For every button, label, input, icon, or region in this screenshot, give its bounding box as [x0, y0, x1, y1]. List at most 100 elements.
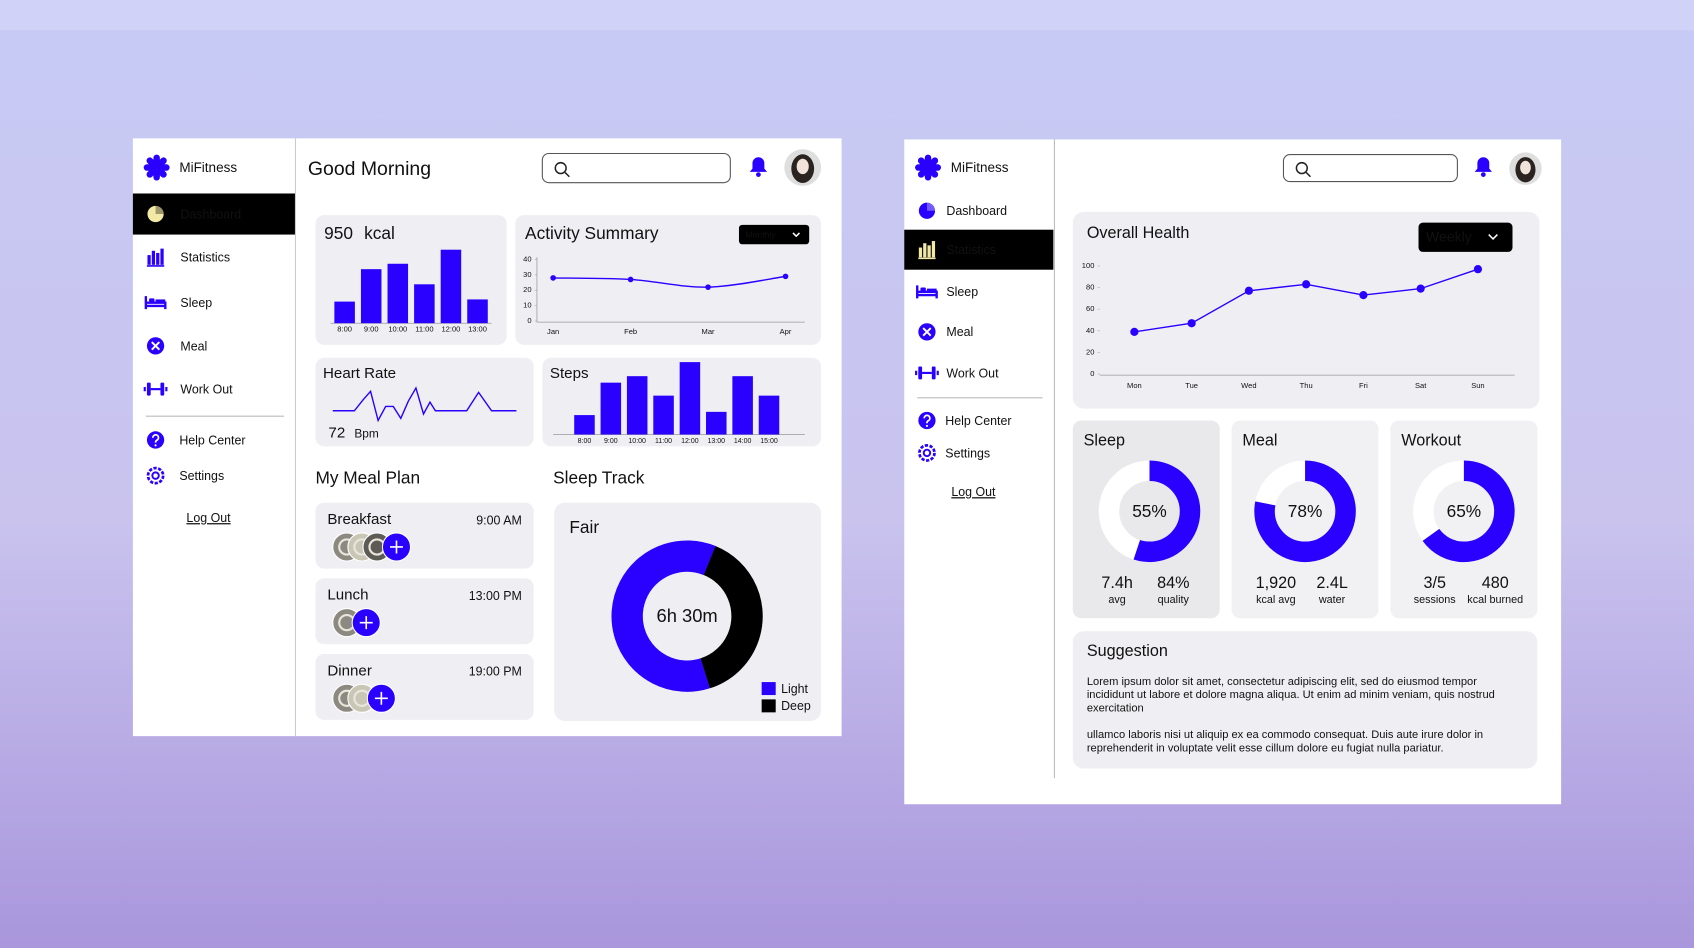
- section-title: My Meal Plan: [315, 467, 420, 487]
- bell-icon[interactable]: [1474, 157, 1492, 172]
- x-tick-label: Sat: [1415, 381, 1427, 390]
- data-point: [1187, 319, 1196, 328]
- icon-part: [146, 431, 165, 449]
- x-tick-label: 10:00: [388, 325, 407, 334]
- card-title: Workout: [1401, 431, 1461, 449]
- card-title: Steps: [550, 365, 589, 382]
- data-point: [1130, 327, 1139, 336]
- search-icon: [1305, 171, 1312, 178]
- card-title: Heart Rate: [323, 365, 396, 382]
- nav-icon: [918, 411, 936, 430]
- nav-icon: [916, 285, 938, 299]
- x-tick-label: 8:00: [578, 438, 592, 445]
- x-tick-label: Fri: [1359, 381, 1368, 390]
- logout[interactable]: Log Out: [951, 485, 996, 499]
- support-item[interactable]: Settings: [945, 446, 990, 460]
- legend-label: Deep: [781, 699, 811, 713]
- icon-part: [920, 287, 926, 292]
- meal-time: 19:00 PM: [469, 665, 522, 679]
- data-point: [1473, 265, 1483, 274]
- bar: [653, 395, 674, 435]
- dropdown-label[interactable]: Monthly: [745, 229, 776, 239]
- icon-part: [918, 247, 923, 258]
- x-tick-label: Mon: [1127, 381, 1142, 390]
- nav-item[interactable]: Work Out: [180, 383, 233, 397]
- card-title: Sleep: [1084, 431, 1125, 449]
- stat-label: avg: [1108, 594, 1125, 606]
- icon-part: [160, 382, 165, 396]
- nav-icon: [143, 382, 168, 396]
- y-tick-label: 40: [523, 254, 531, 263]
- bar: [626, 376, 648, 435]
- calorie-value: 950: [324, 223, 353, 243]
- bar: [387, 263, 409, 324]
- logout[interactable]: Log Out: [186, 511, 231, 525]
- data-point: [1416, 284, 1425, 293]
- nav-icon: [915, 366, 939, 380]
- nav-item[interactable]: Statistics: [180, 251, 230, 265]
- card-title: Meal: [1242, 431, 1277, 449]
- support-item[interactable]: Help Center: [945, 414, 1011, 428]
- icon-part: [151, 250, 156, 265]
- x-tick-label: 8:00: [337, 325, 352, 334]
- icon-part: [923, 243, 927, 258]
- x-tick-label: Apr: [780, 327, 792, 336]
- bell-icon[interactable]: [749, 157, 768, 172]
- meal-name: Lunch: [327, 587, 368, 604]
- ring-percent: 78%: [1288, 501, 1323, 521]
- support-item[interactable]: Settings: [179, 469, 224, 483]
- dropdown-label[interactable]: Weekly: [1426, 229, 1472, 245]
- icon-part: [923, 414, 931, 424]
- y-tick-label: 60: [1086, 304, 1094, 313]
- meal-time: 9:00 AM: [476, 513, 522, 527]
- chevron: [792, 232, 800, 238]
- nav-icon: [146, 248, 165, 267]
- icon-part: [922, 327, 932, 337]
- y-tick-label: 80: [1086, 283, 1094, 292]
- bar: [440, 249, 462, 324]
- nav-item[interactable]: Work Out: [946, 366, 999, 380]
- nav-item[interactable]: Statistics: [946, 243, 996, 257]
- data-point: [550, 275, 556, 281]
- icon-part: [925, 424, 929, 427]
- plus-icon: [390, 540, 403, 554]
- icon-part: [918, 202, 936, 219]
- nav-icon: [147, 205, 164, 223]
- ring-segment: [611, 540, 763, 692]
- search-box[interactable]: [541, 152, 731, 184]
- nav-item[interactable]: Dashboard: [180, 207, 241, 221]
- card-title: Suggestion: [1087, 642, 1168, 660]
- nav-item[interactable]: Sleep: [180, 296, 212, 310]
- card: [554, 502, 822, 721]
- stat-label: kcal burned: [1467, 594, 1523, 606]
- nav-icon: [146, 337, 165, 355]
- nav-item[interactable]: Dashboard: [946, 204, 1007, 218]
- bell-icon: [1480, 172, 1486, 177]
- search-box[interactable]: [1282, 154, 1458, 183]
- y-tick-label: 0: [1090, 369, 1094, 378]
- logo-part: [917, 157, 939, 178]
- icon-part: [915, 370, 939, 376]
- icon-part: [931, 241, 936, 258]
- legend-swatch: [761, 699, 776, 713]
- x-tick-label: Sun: [1471, 381, 1484, 390]
- nav-item[interactable]: Meal: [180, 339, 207, 353]
- stat-value: 480: [1482, 574, 1509, 592]
- icon-part: [143, 386, 168, 392]
- icon-part: [155, 205, 164, 215]
- stat-value: 1,920: [1256, 574, 1297, 592]
- dropdown[interactable]: [1418, 222, 1513, 252]
- bar: [360, 269, 382, 324]
- dropdown[interactable]: [738, 224, 810, 245]
- support-item[interactable]: Help Center: [179, 433, 245, 447]
- nav-icon: [146, 466, 165, 485]
- nav-item[interactable]: Sleep: [946, 285, 978, 299]
- data-point: [1359, 290, 1368, 300]
- heart-rate-value: 72: [328, 424, 345, 441]
- icon-part: [155, 299, 166, 303]
- icon-part: [154, 444, 157, 447]
- ring-segment: [1098, 460, 1201, 563]
- section-title: Sleep Track: [553, 467, 645, 487]
- search-icon: [1295, 161, 1308, 175]
- nav-item[interactable]: Meal: [946, 325, 973, 339]
